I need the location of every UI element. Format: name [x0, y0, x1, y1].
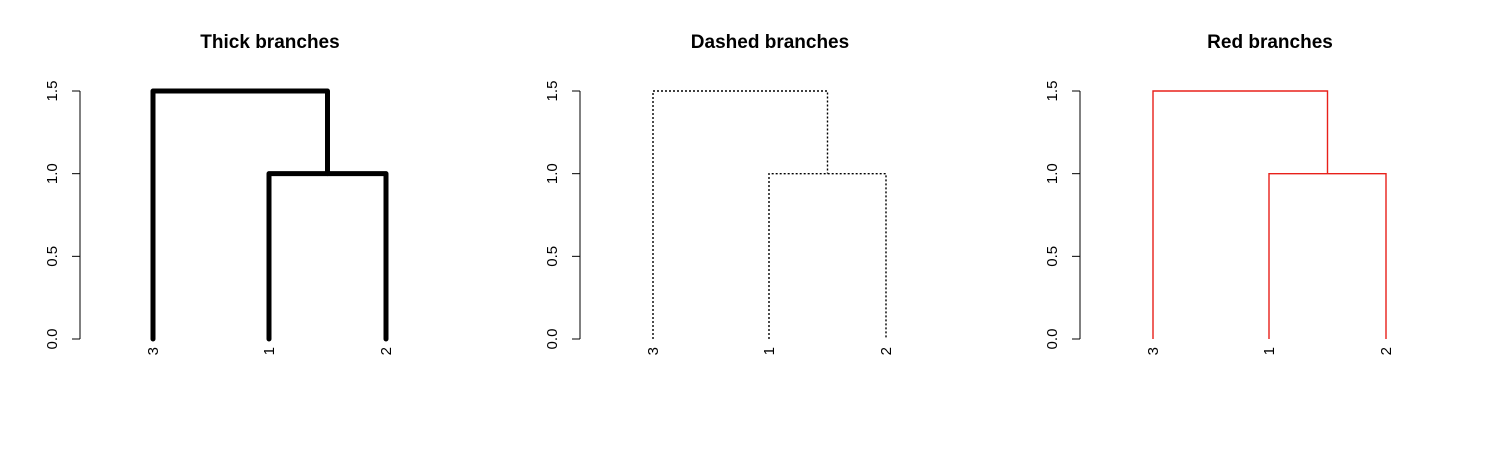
- leaf-label: 3: [1145, 347, 1162, 355]
- dendrogram-branch: [266, 171, 389, 342]
- leaf-label: 3: [645, 347, 662, 355]
- leaf-label: 1: [261, 347, 278, 355]
- leaf-label: 2: [878, 347, 895, 355]
- leaf-label: 1: [1261, 347, 1278, 355]
- panel-title: Red branches: [1207, 32, 1333, 53]
- leaf-label: 3: [145, 347, 162, 355]
- dendrogram-panel-3: Red branches 0.0 0.5 1.0 1.5 3 1 2: [1044, 32, 1395, 355]
- y-tick-label: 0.5: [1044, 246, 1061, 267]
- y-tick-label: 1.0: [544, 163, 561, 184]
- dendrogram-branch: [1268, 172, 1387, 339]
- y-tick-label: 0.0: [44, 329, 61, 350]
- y-tick-label: 1.0: [44, 163, 61, 184]
- leaf-label: 1: [761, 347, 778, 355]
- leaf-label: 2: [1378, 347, 1395, 355]
- y-tick-label: 0.0: [544, 329, 561, 350]
- panel-title: Thick branches: [200, 32, 339, 53]
- leaf-label: 2: [378, 347, 395, 355]
- y-tick-label: 0.0: [1044, 329, 1061, 350]
- dendrogram-branch: [768, 172, 887, 339]
- dendrogram-branch: [652, 90, 829, 339]
- dendrogram-branch: [1152, 90, 1329, 339]
- y-tick-label: 1.5: [44, 81, 61, 102]
- y-tick-label: 0.5: [44, 246, 61, 267]
- y-tick-label: 1.5: [1044, 81, 1061, 102]
- y-tick-label: 1.0: [1044, 163, 1061, 184]
- y-tick-label: 0.5: [544, 246, 561, 267]
- y-tick-label: 1.5: [544, 81, 561, 102]
- dendrogram-panel-2: Dashed branches 0.0 0.5 1.0 1.5 3 1 2: [544, 32, 895, 355]
- dendrogram-panel-1: Thick branches 0.0 0.5 1.0 1.5 3 1 2: [44, 32, 395, 355]
- panel-title: Dashed branches: [691, 32, 849, 53]
- dendrogram-branch: [150, 88, 330, 342]
